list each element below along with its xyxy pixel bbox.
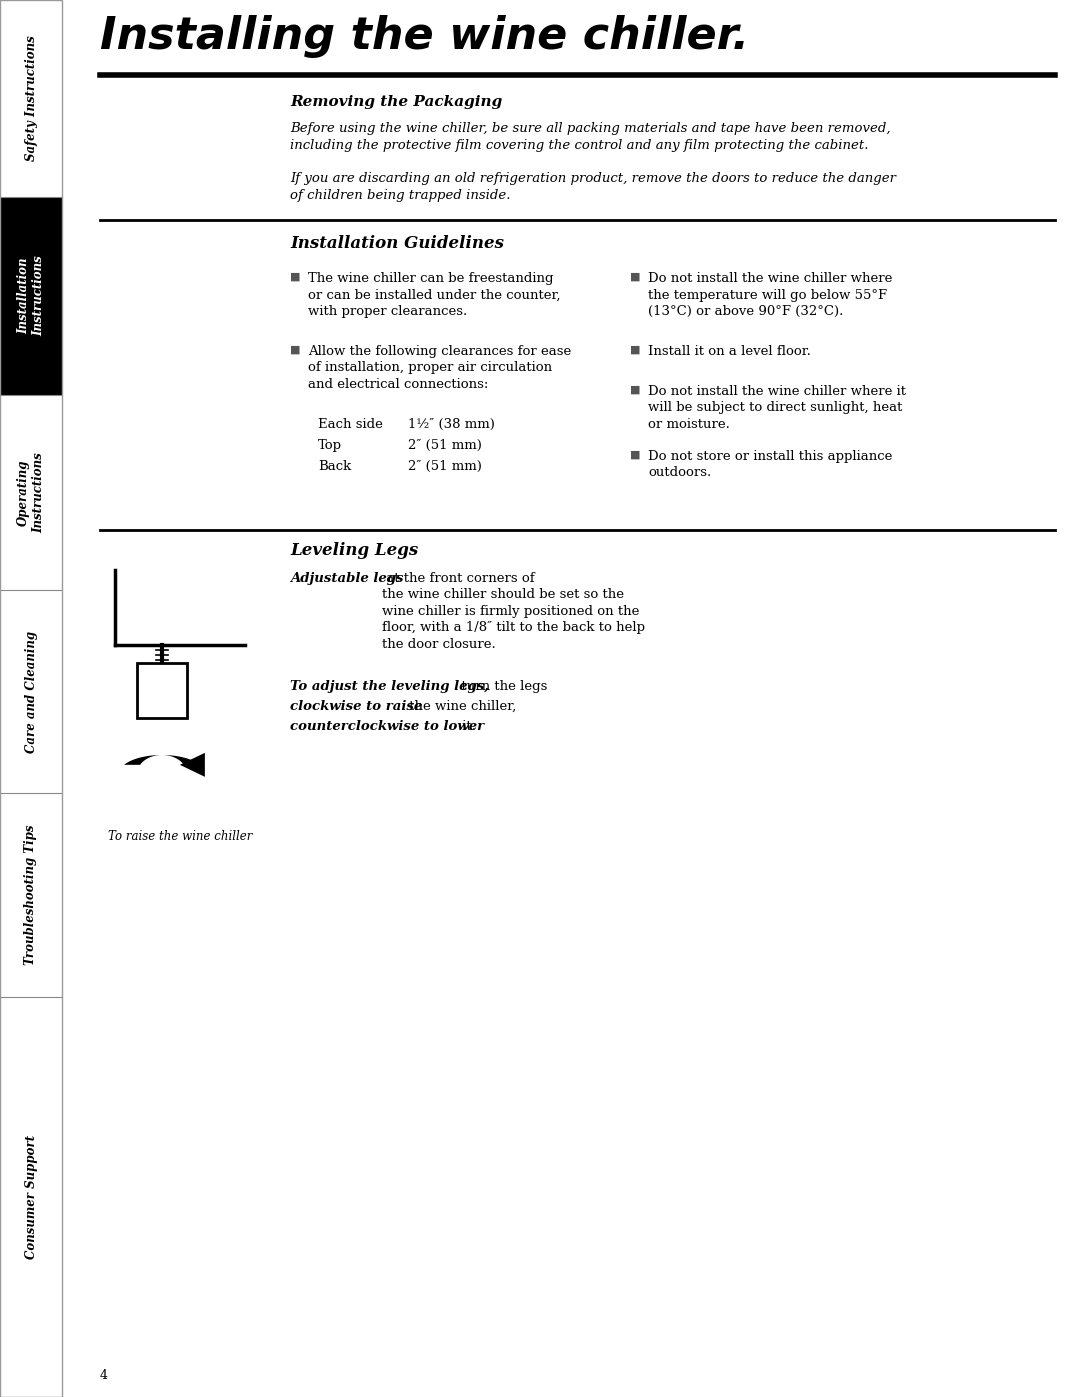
Text: Adjustable legs: Adjustable legs <box>291 571 404 585</box>
Text: The wine chiller can be freestanding
or can be installed under the counter,
with: The wine chiller can be freestanding or … <box>308 272 561 319</box>
Text: Operating
Instructions: Operating Instructions <box>17 453 45 532</box>
Bar <box>0 997 62 1397</box>
Text: If you are discarding an old refrigeration product, remove the doors to reduce t: If you are discarding an old refrigerati… <box>291 172 896 203</box>
Text: Install it on a level floor.: Install it on a level floor. <box>648 345 811 358</box>
Text: Consumer Support: Consumer Support <box>25 1134 38 1259</box>
Text: the wine chiller,: the wine chiller, <box>405 700 516 712</box>
Text: at the front corners of
the wine chiller should be set so the
wine chiller is fi: at the front corners of the wine chiller… <box>382 571 645 651</box>
Text: Care and Cleaning: Care and Cleaning <box>25 630 38 753</box>
Text: Allow the following clearances for ease
of installation, proper air circulation
: Allow the following clearances for ease … <box>308 345 571 391</box>
Text: Do not install the wine chiller where
the temperature will go below 55°F
(13°C) : Do not install the wine chiller where th… <box>648 272 892 319</box>
Text: Do not store or install this appliance
outdoors.: Do not store or install this appliance o… <box>648 450 892 479</box>
Text: Back: Back <box>318 460 351 474</box>
Text: Leveling Legs: Leveling Legs <box>291 542 418 559</box>
Text: ■: ■ <box>630 450 640 460</box>
Bar <box>137 664 187 718</box>
Polygon shape <box>124 754 200 764</box>
Text: ■: ■ <box>630 272 640 282</box>
Text: ■: ■ <box>291 345 300 355</box>
Text: turn the legs: turn the legs <box>453 680 548 693</box>
Text: clockwise to raise: clockwise to raise <box>291 700 422 712</box>
Text: 1½″ (38 mm): 1½″ (38 mm) <box>408 418 495 432</box>
Text: Each side: Each side <box>318 418 383 432</box>
Text: Do not install the wine chiller where it
will be subject to direct sunlight, hea: Do not install the wine chiller where it… <box>648 386 906 432</box>
Text: counterclockwise to lower: counterclockwise to lower <box>291 719 484 733</box>
Text: To raise the wine chiller: To raise the wine chiller <box>108 830 253 842</box>
Text: Removing the Packaging: Removing the Packaging <box>291 95 502 109</box>
Text: Before using the wine chiller, be sure all packing materials and tape have been : Before using the wine chiller, be sure a… <box>291 122 891 152</box>
Text: ■: ■ <box>630 345 640 355</box>
Text: ■: ■ <box>291 272 300 282</box>
Bar <box>0 197 62 395</box>
Text: 2″ (51 mm): 2″ (51 mm) <box>408 460 482 474</box>
Polygon shape <box>180 753 205 777</box>
Text: To adjust the leveling legs,: To adjust the leveling legs, <box>291 680 489 693</box>
Text: Troubleshooting Tips: Troubleshooting Tips <box>25 824 38 965</box>
Text: Safety Instructions: Safety Instructions <box>25 36 38 162</box>
Text: Installation
Instructions: Installation Instructions <box>17 256 45 337</box>
Bar <box>0 0 62 1397</box>
Text: Installing the wine chiller.: Installing the wine chiller. <box>100 15 750 59</box>
Text: Top: Top <box>318 439 342 453</box>
Bar <box>0 0 62 197</box>
Text: 4: 4 <box>100 1369 108 1382</box>
Bar <box>0 793 62 997</box>
Text: 2″ (51 mm): 2″ (51 mm) <box>408 439 482 453</box>
Bar <box>0 590 62 793</box>
Text: Installation Guidelines: Installation Guidelines <box>291 235 504 251</box>
Bar <box>0 395 62 590</box>
Text: it.: it. <box>458 719 476 733</box>
Text: ■: ■ <box>630 386 640 395</box>
